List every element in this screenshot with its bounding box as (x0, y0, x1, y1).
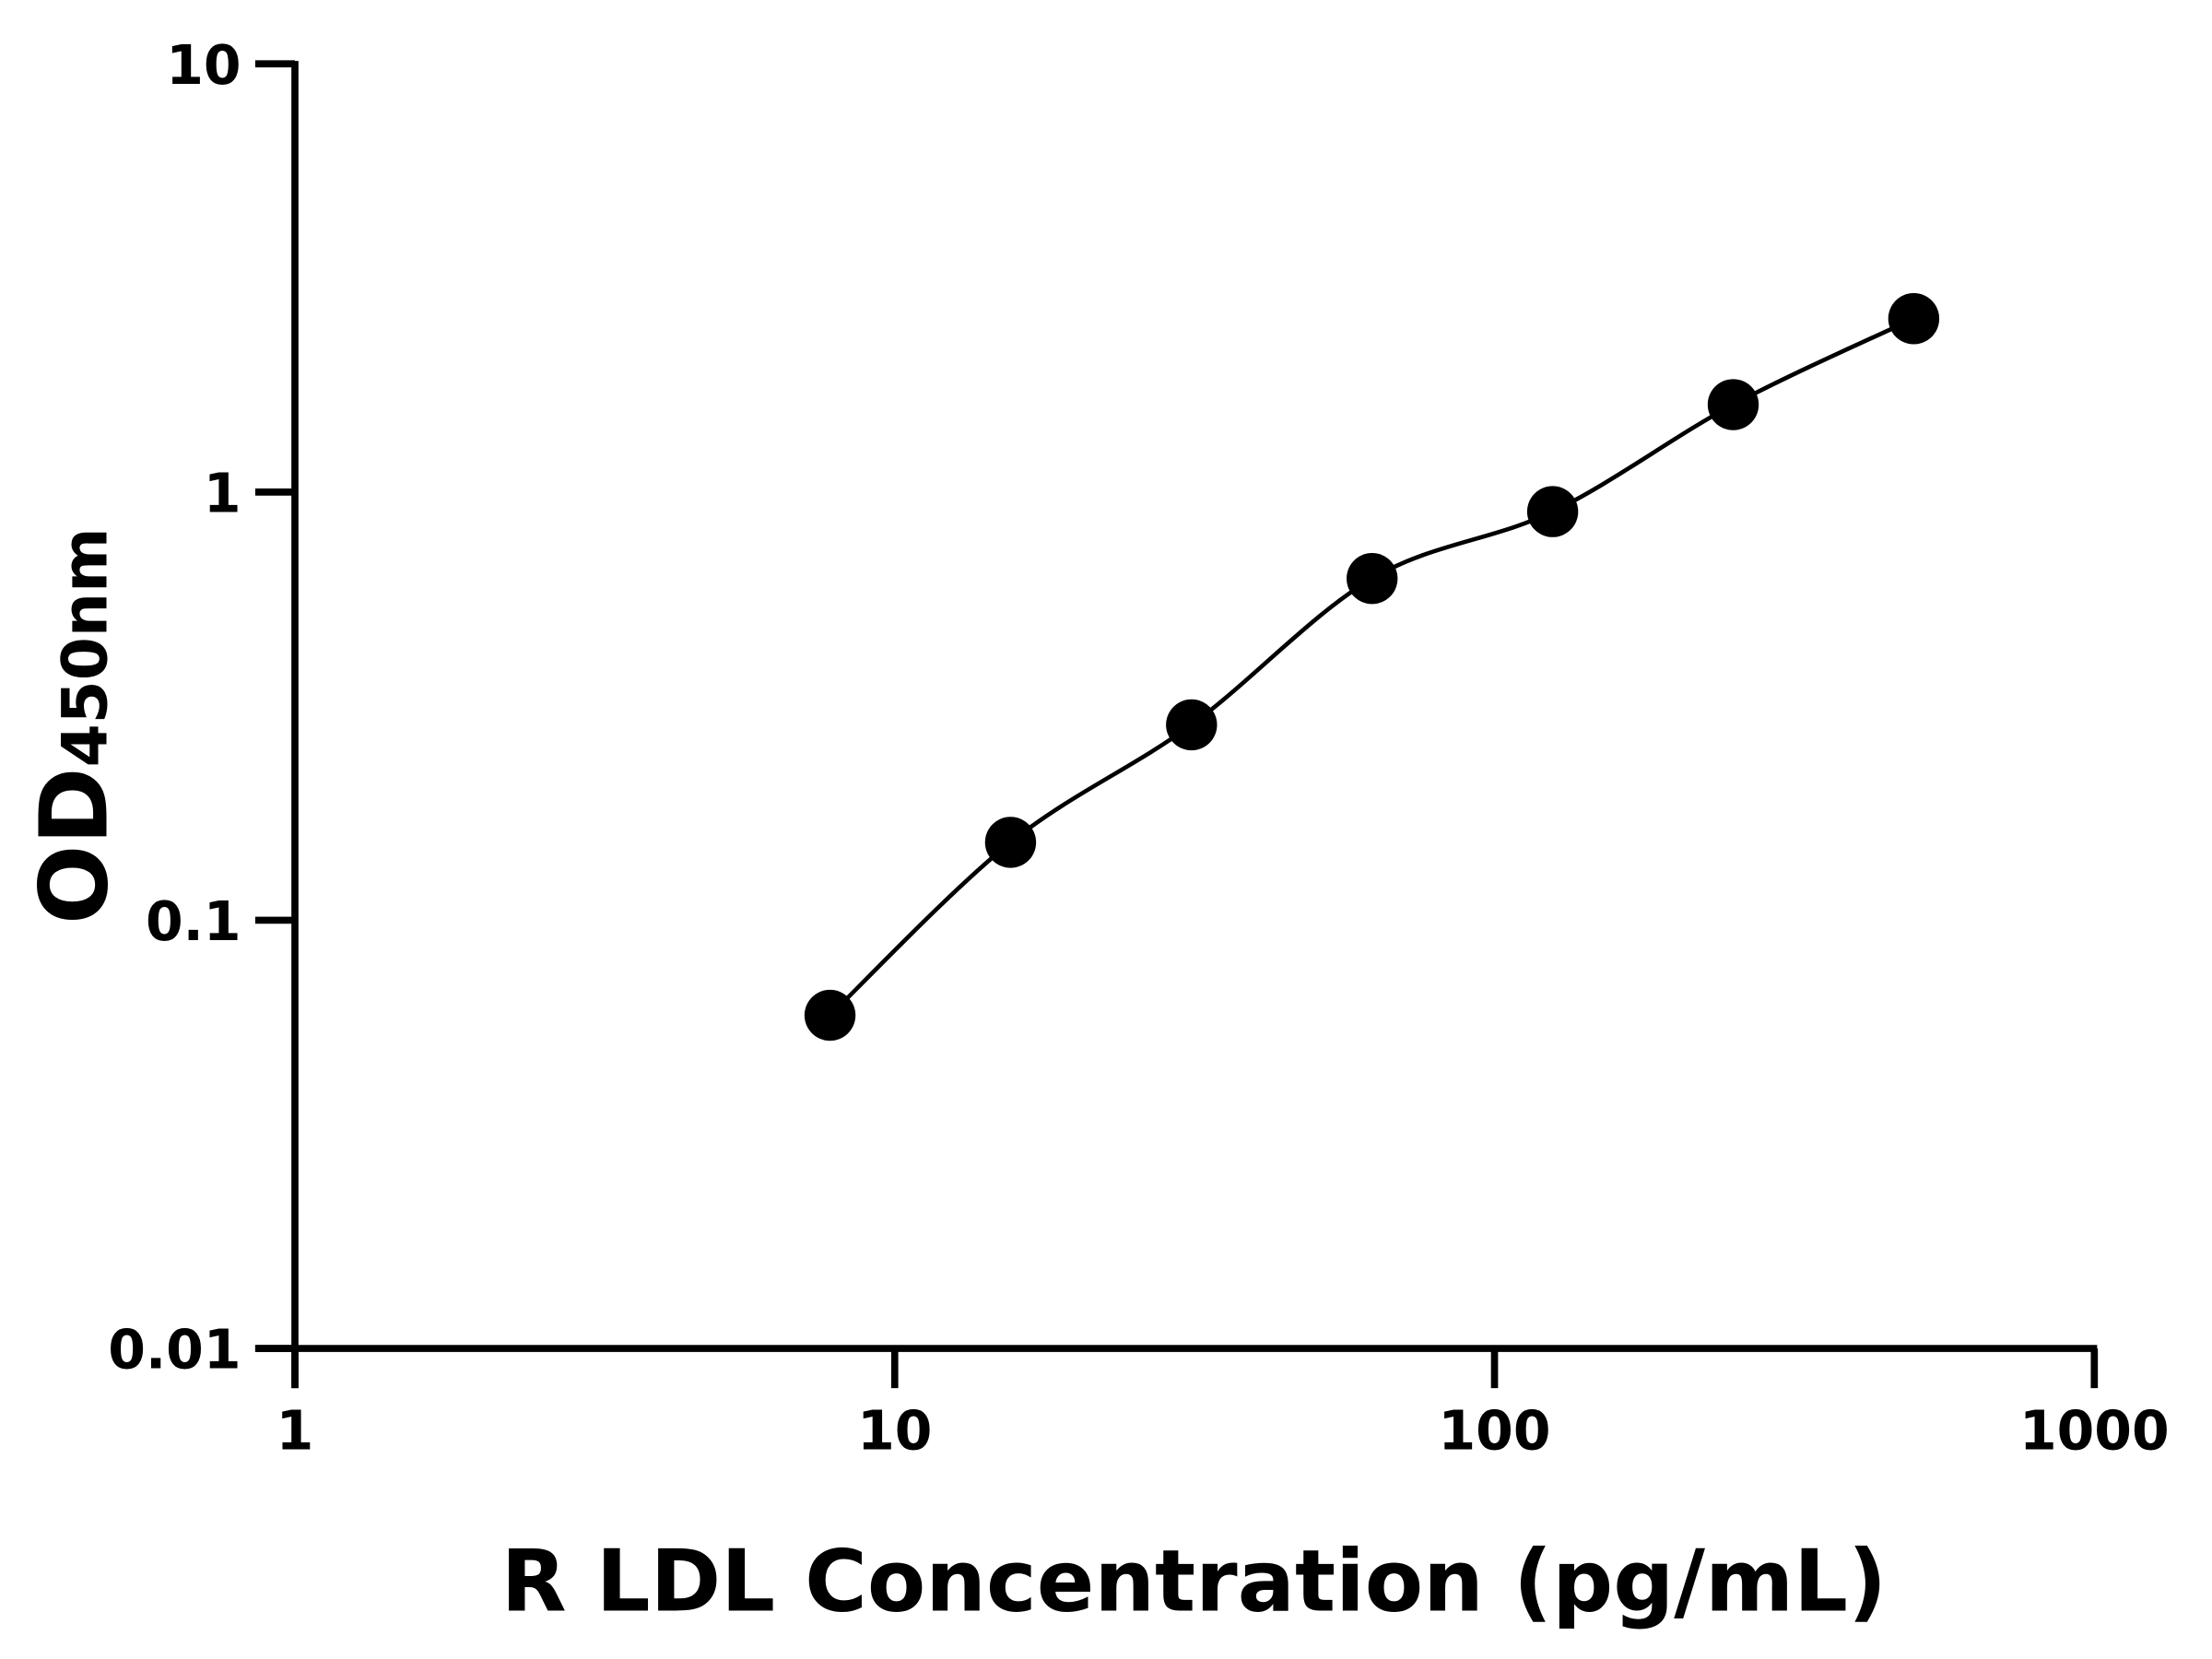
axes: 1 10 100 1000 0.01 0.1 1 10 (108, 34, 2169, 1463)
data-point (1707, 379, 1759, 430)
data-point (1347, 553, 1398, 605)
y-tick-label: 0.1 (146, 890, 241, 953)
fit-curve (828, 316, 1915, 1018)
x-tick-label: 1000 (2019, 1399, 2170, 1462)
y-tick-label: 10 (166, 34, 241, 97)
y-axis-label-subscript: 450nm (48, 527, 121, 767)
data-point (1888, 293, 1940, 345)
data-point (984, 817, 1037, 868)
data-point (804, 989, 856, 1041)
y-axis-label: OD450nm (19, 527, 128, 924)
data-points (804, 293, 1940, 1041)
y-tick-label: 0.01 (108, 1319, 241, 1382)
y-tick-label: 1 (204, 462, 241, 524)
x-axis-label: R LDL Concentration (pg/mL) (501, 1532, 1888, 1631)
x-tick-label: 1 (276, 1399, 314, 1462)
y-axis-label-main: OD (19, 767, 128, 924)
x-tick-label: 10 (857, 1399, 932, 1462)
data-point (1166, 699, 1218, 751)
x-tick-label: 100 (1439, 1399, 1551, 1462)
data-point (1526, 486, 1579, 537)
